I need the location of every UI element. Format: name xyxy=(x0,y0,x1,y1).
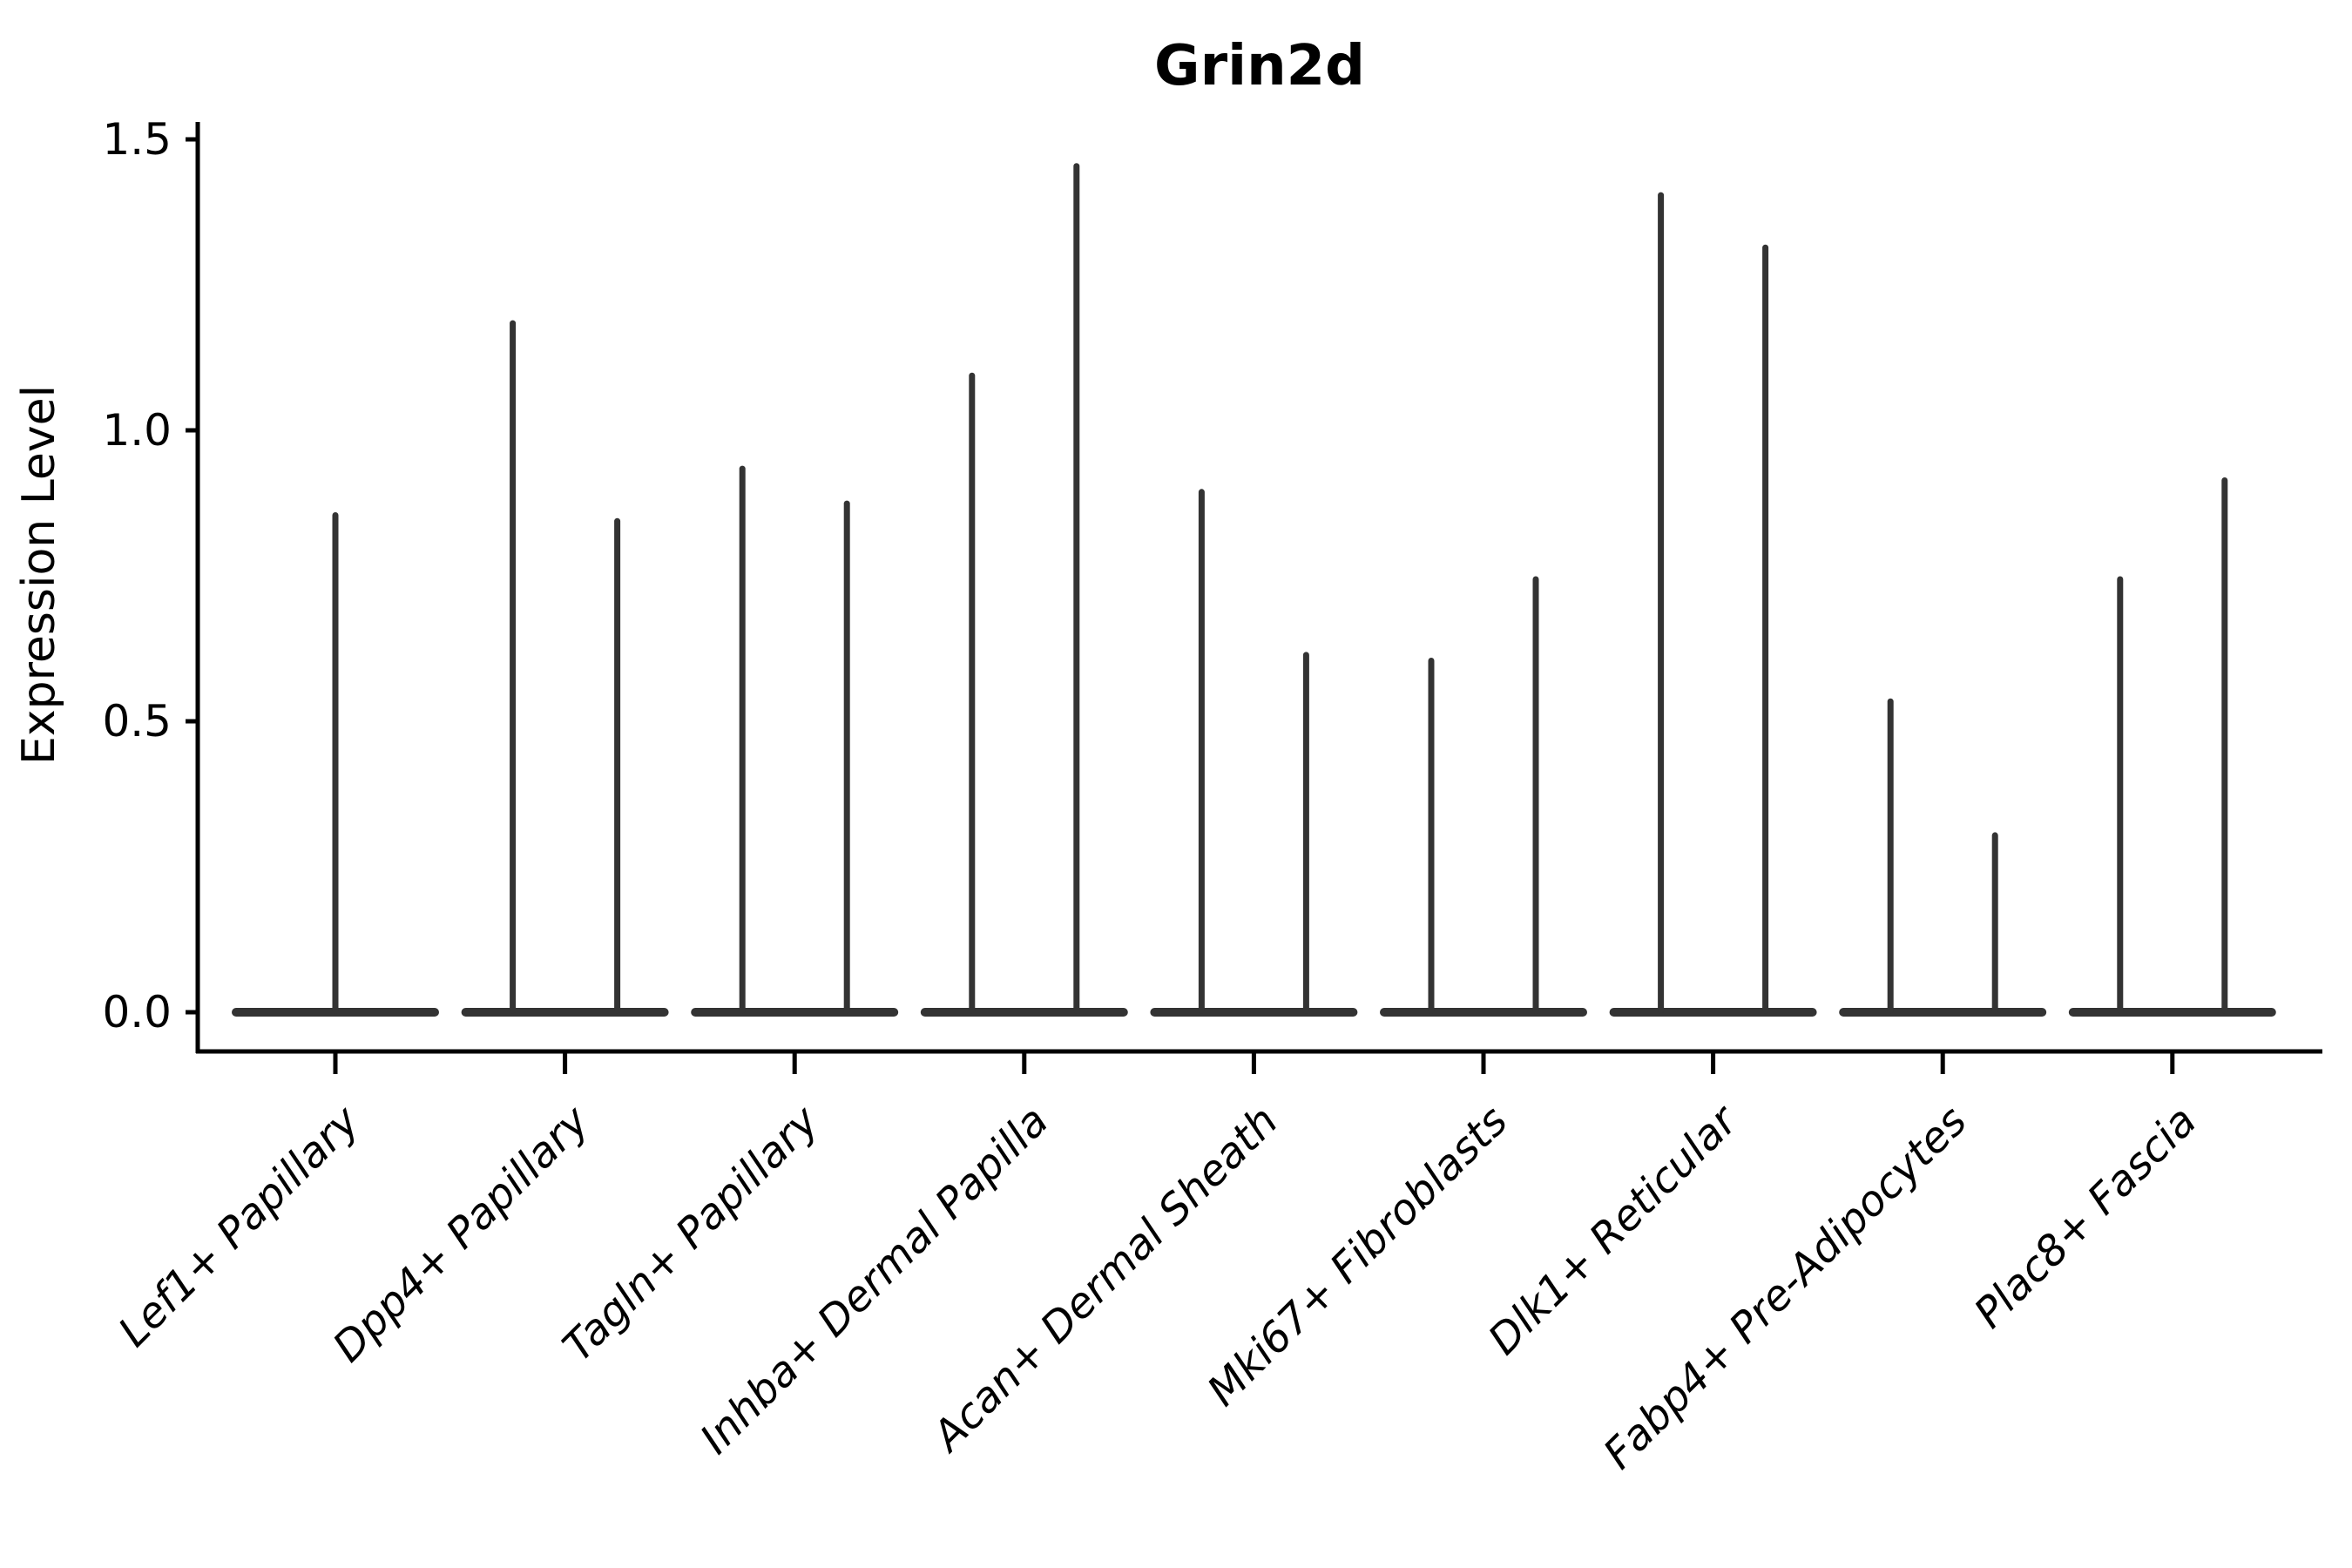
x-tick-label: Lef1+ Papillary xyxy=(109,1096,369,1356)
y-tick-label: 1.5 xyxy=(102,114,172,165)
violin-group xyxy=(920,163,1128,1017)
violins xyxy=(232,163,2276,1017)
violin-group xyxy=(1839,698,2047,1017)
axes xyxy=(186,122,2322,1074)
y-tick-label: 0.0 xyxy=(102,987,172,1037)
violin-group xyxy=(1150,489,1358,1017)
y-axis-title: Expression Level xyxy=(13,385,65,765)
violin-group xyxy=(1380,576,1587,1017)
y-tick-label: 1.0 xyxy=(102,405,172,456)
violin-group xyxy=(1609,192,1817,1017)
chart-title: Grin2d xyxy=(1154,34,1365,98)
y-tick-labels: 0.0 0.5 1.0 1.5 xyxy=(102,114,172,1037)
x-tick-label: Dpp4+ Papillary xyxy=(323,1096,598,1371)
x-tick-label: Fabp4+ Pre-Adipocytes xyxy=(1594,1097,1977,1479)
x-tick-label: Tagln+ Papillary xyxy=(553,1096,828,1371)
violin-group xyxy=(232,512,439,1017)
y-tick-label: 0.5 xyxy=(102,696,172,747)
violin-group xyxy=(2068,476,2276,1017)
x-tick-label: Dlk1+ Reticular xyxy=(1479,1095,1749,1365)
x-tick-label: Plac8+ Fascia xyxy=(1965,1097,2207,1338)
violin-group xyxy=(461,320,669,1017)
violin-group xyxy=(691,465,899,1017)
